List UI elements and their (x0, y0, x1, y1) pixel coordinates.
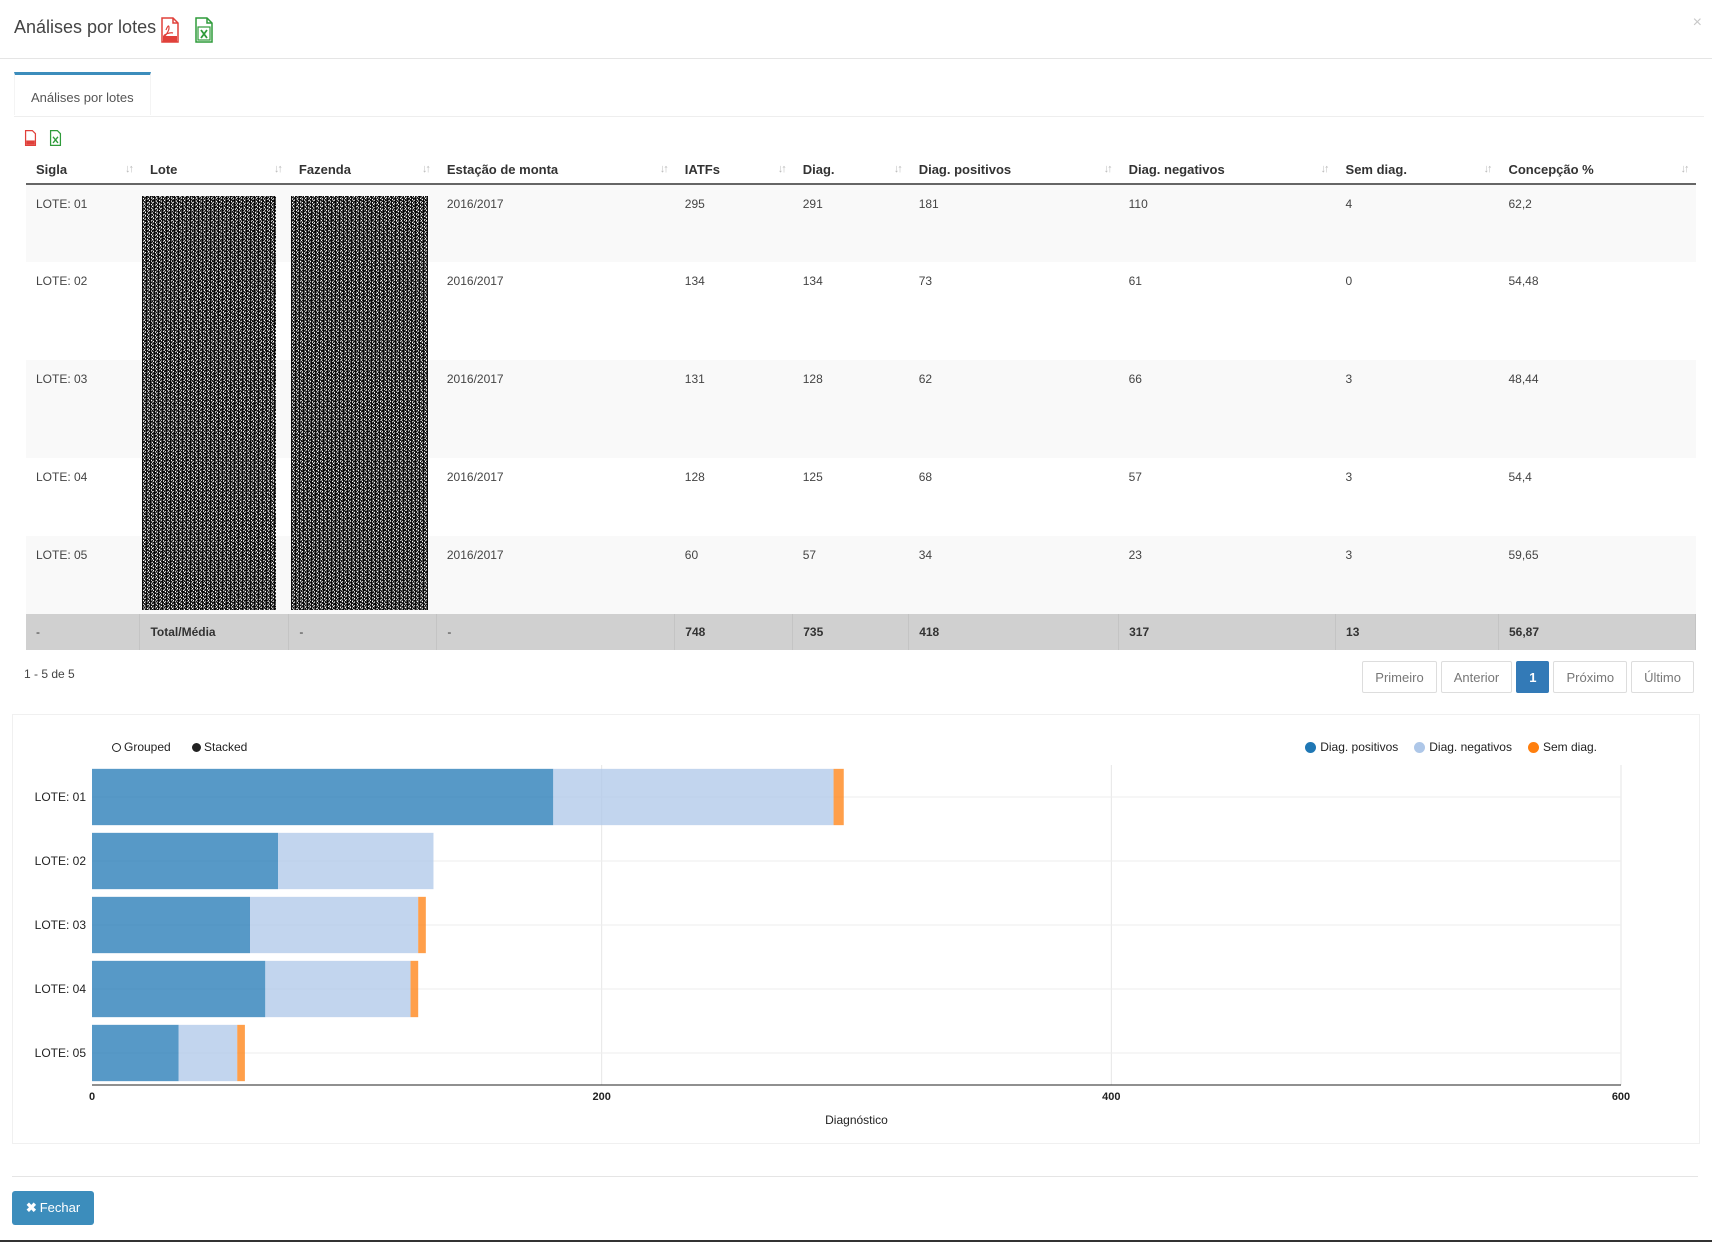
pagination: Primeiro Anterior 1 Próximo Último (1362, 661, 1694, 693)
stacked-toggle[interactable]: Stacked (192, 740, 247, 754)
category-label: LOTE: 03 (35, 918, 87, 932)
page-next-button[interactable]: Próximo (1553, 661, 1628, 693)
sort-icon[interactable]: ↓↑ (1320, 163, 1330, 175)
modal-footer-divider (12, 1176, 1698, 1177)
tab-analises-por-lotes[interactable]: Análises por lotes (14, 72, 151, 115)
column-header[interactable]: Diag. ↓↑ (792, 155, 909, 185)
table-row: LOTE: 01 2016/2017 295 291 181 110 4 62,2 (26, 184, 1696, 262)
x-tick-label: 200 (592, 1091, 610, 1103)
chart-panel (12, 714, 1700, 1144)
category-label: LOTE: 05 (35, 1046, 87, 1060)
pdf-file-icon[interactable] (160, 17, 180, 48)
sort-icon[interactable]: ↓↑ (273, 163, 283, 175)
sort-icon[interactable]: ↓↑ (893, 163, 903, 175)
sort-icon[interactable]: ↓↑ (659, 163, 669, 175)
close-button[interactable]: ✖ Fechar (12, 1191, 94, 1225)
table-row: LOTE: 05 2016/2017 60 57 34 23 3 59,65 (26, 536, 1696, 614)
radio-icon (112, 742, 121, 752)
excel-file-icon[interactable] (194, 17, 214, 48)
category-label: LOTE: 01 (35, 790, 87, 804)
legend-swatch (1414, 741, 1426, 753)
legend-swatch (1527, 741, 1539, 753)
tab-bar: Análises por lotes (14, 72, 1704, 117)
modal-title: Análises por lotes (14, 17, 157, 37)
chart-legend: Diag. positivos Diag. negativos Sem diag… (1305, 740, 1597, 754)
bottom-edge (0, 1240, 1712, 1242)
bar (265, 960, 411, 1018)
close-icon[interactable]: × (1692, 14, 1702, 31)
table-header-row: Sigla ↓↑ Lote ↓↑ Fazenda ↓↑ Estação de mont… (26, 155, 1696, 185)
bar (92, 896, 250, 954)
table-export-tools (24, 130, 62, 151)
pagination-info: 1 - 5 de 5 (24, 667, 75, 681)
sort-icon[interactable]: ↓↑ (777, 163, 787, 175)
legend-item[interactable]: Diag. positivos (1305, 740, 1398, 754)
category-label: LOTE: 02 (35, 854, 87, 868)
bar (418, 896, 426, 954)
bar (92, 1024, 179, 1082)
bar (278, 832, 434, 890)
sort-icon[interactable]: ↓↑ (1103, 163, 1113, 175)
times-icon: ✖ (25, 1200, 37, 1215)
table-footer-row: - Total/Média - -748 735 418 317 13 56,87 (26, 614, 1697, 650)
column-header[interactable]: Sem diag. ↓↑ (1335, 155, 1499, 185)
column-header[interactable]: Fazenda ↓↑ (288, 155, 437, 185)
x-axis-label: Diagnóstico (825, 1113, 888, 1127)
legend-item[interactable]: Sem diag. (1527, 740, 1597, 754)
sort-icon[interactable]: ↓↑ (1483, 163, 1492, 175)
page-last-button[interactable]: Último (1631, 661, 1694, 693)
bar (553, 768, 834, 826)
category-label: LOTE: 04 (35, 982, 87, 996)
sort-icon[interactable]: ↓↑ (421, 163, 431, 175)
column-header[interactable]: Lote ↓↑ (139, 155, 289, 185)
sort-icon[interactable]: ↓↑ (124, 163, 134, 175)
lotes-table: Sigla ↓↑ Lote ↓↑ Fazenda ↓↑ Estação de mont… (26, 155, 1697, 650)
bar (92, 768, 554, 826)
radio-filled-icon (192, 742, 201, 752)
bar (92, 960, 266, 1018)
page-prev-button[interactable]: Anterior (1440, 661, 1513, 693)
x-tick-label: 0 (89, 1091, 95, 1103)
excel-file-icon[interactable] (49, 130, 62, 146)
bar (833, 768, 844, 826)
column-header[interactable]: Diag. positivos ↓↑ (908, 155, 1119, 185)
bar (178, 1024, 238, 1082)
legend-item[interactable]: Diag. negativos (1414, 740, 1512, 754)
bar (237, 1024, 245, 1082)
modal-header: Análises por lotes × (0, 0, 1712, 59)
bar (92, 832, 279, 890)
column-header[interactable]: Estação de monta ↓↑ (436, 155, 675, 185)
page-current-button[interactable]: 1 (1516, 661, 1550, 693)
column-header[interactable]: Concepção % ↓↑ (1498, 155, 1696, 185)
bar (249, 896, 419, 954)
pdf-file-icon[interactable] (24, 130, 37, 146)
x-tick-label: 400 (1102, 1091, 1120, 1103)
column-header[interactable]: Sigla ↓↑ (26, 155, 140, 185)
bar (410, 960, 419, 1018)
column-header[interactable]: IATFs ↓↑ (674, 155, 793, 185)
redacted-fazenda-column (291, 196, 428, 610)
grouped-toggle[interactable]: Grouped (112, 740, 171, 754)
redacted-lote-column (142, 196, 276, 610)
page-first-button[interactable]: Primeiro (1362, 661, 1437, 693)
column-header[interactable]: Diag. negativos ↓↑ (1118, 155, 1336, 185)
x-tick-label: 600 (1612, 1091, 1630, 1103)
legend-swatch (1305, 741, 1317, 753)
sort-icon[interactable]: ↓↑ (1680, 163, 1690, 175)
